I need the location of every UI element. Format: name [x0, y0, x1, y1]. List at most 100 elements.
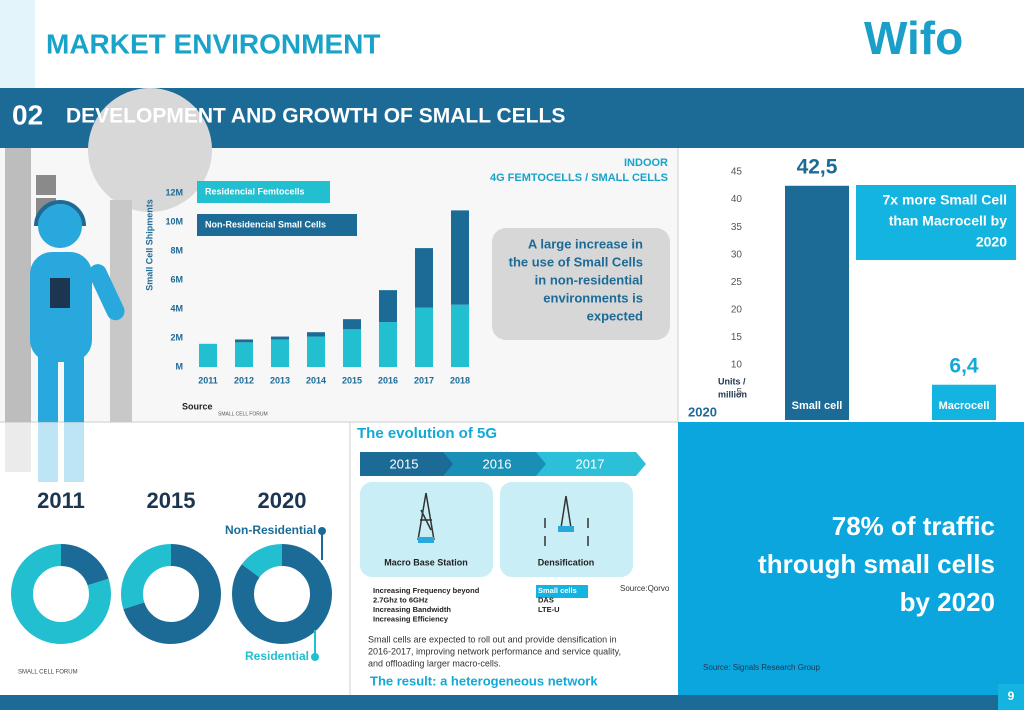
y-axis-title: Units /: [718, 376, 746, 386]
logo: Wifo: [864, 12, 963, 64]
y-tick-label: 20: [731, 304, 743, 315]
stage-item: Increasing Bandwidth: [373, 605, 451, 614]
legend-label: Residencial Femtocells: [205, 186, 305, 196]
annotation-box: [856, 185, 1016, 260]
bar-segment: [235, 339, 253, 343]
legend-swatch: [197, 181, 330, 203]
bar-segment: [235, 342, 253, 367]
tower-base: [558, 526, 574, 532]
donut-year: 2015: [147, 488, 196, 513]
page-number-box: [998, 684, 1024, 710]
donut-segment: [232, 544, 332, 644]
headline: by 2020: [900, 587, 995, 617]
x-tick-label: 2018: [450, 375, 470, 385]
value-label: 42,5: [797, 155, 838, 178]
annotation: than Macrocell by: [889, 213, 1007, 229]
timeline-label: 2017: [576, 456, 605, 471]
bar-segment: [415, 248, 433, 308]
timeline-step: [360, 452, 460, 476]
y-tick-label: 12M: [165, 187, 183, 197]
y-tick-label: 30: [731, 249, 743, 260]
x-tick-label: 2012: [234, 375, 254, 385]
chart-subtitle: 4G FEMTOCELLS / SMALL CELLS: [490, 172, 668, 184]
tower-icon: [417, 492, 589, 546]
stage-item: Increasing Frequency beyond: [373, 586, 480, 595]
timeline-step: [443, 452, 553, 476]
value-label: 6,4: [949, 354, 979, 377]
bar-segment: [271, 336, 289, 340]
bar-segment: [307, 332, 325, 337]
y-tick-label: 45: [731, 167, 743, 178]
y-axis-title: Small Cell Shipments: [144, 199, 154, 291]
x-tick-label: 2013: [270, 375, 290, 385]
header-strip: [0, 0, 35, 88]
y-tick-label: 6M: [170, 274, 183, 284]
y-axis-title: million: [718, 389, 747, 399]
category-label: Small cell: [792, 400, 843, 412]
headline: 78% of traffic: [832, 511, 995, 541]
bar-segment: [379, 290, 397, 323]
annotation: expected: [587, 308, 643, 323]
donut-segment: [121, 544, 221, 644]
evolution-title: The evolution of 5G: [357, 425, 497, 442]
bar-segment: [271, 339, 289, 367]
bar-segment: [415, 307, 433, 367]
highlight: [536, 585, 588, 598]
legend-label: Residential: [245, 649, 309, 663]
y-tick-label: M: [176, 361, 184, 371]
y-tick-label: 8M: [170, 245, 183, 255]
description: Small cells are expected to roll out and…: [368, 634, 617, 644]
annotation-box: [492, 228, 670, 340]
source-logo: SMALL CELL FORUM: [18, 670, 78, 676]
y-tick-label: 25: [731, 277, 743, 288]
page-title: MARKET ENVIRONMENT: [46, 28, 380, 59]
source: Source:Qorvo: [620, 584, 670, 593]
source-label: Source: [182, 401, 213, 411]
bar-segment: [343, 319, 361, 330]
stage-item: Increasing Efficiency: [373, 614, 449, 623]
category-label: Macrocell: [939, 400, 990, 412]
annotation: A large increase in: [528, 236, 643, 251]
bar-segment: [343, 329, 361, 367]
stage-item: Small cells: [538, 586, 577, 595]
bar-segment: [199, 343, 217, 367]
y-tick-label: 5: [736, 387, 742, 398]
stage-item: LTE-U: [538, 605, 560, 614]
footer-bar: [0, 695, 1024, 710]
source: Source: Signals Research Group: [703, 663, 821, 672]
donut-segment: [11, 544, 111, 644]
donut-year: 2020: [258, 488, 307, 513]
section-title: DEVELOPMENT AND GROWTH OF SMALL CELLS: [66, 105, 565, 128]
donut-year: 2011: [37, 488, 85, 513]
bar: [785, 185, 849, 420]
x-tick-label: 2016: [378, 375, 398, 385]
bar-segment: [451, 210, 469, 305]
section-number: 02: [12, 99, 43, 130]
legend-swatch: [197, 214, 357, 236]
chart-title: INDOOR: [624, 157, 668, 169]
bar-segment: [379, 322, 397, 367]
illustration: [5, 88, 212, 482]
stage-box: [360, 482, 493, 577]
stage-label: Macro Base Station: [384, 557, 468, 567]
bar-segment: [307, 336, 325, 367]
annotation: 2020: [976, 234, 1007, 250]
headline: through small cells: [758, 549, 995, 579]
timeline-label: 2016: [483, 456, 512, 471]
y-tick-label: 10M: [165, 216, 183, 226]
stage-item: 2.7Ghz to 6GHz: [373, 595, 428, 604]
legend-label: Non-Residential: [225, 523, 316, 537]
timeline-step: [536, 452, 646, 476]
annotation: environments is: [543, 290, 643, 305]
y-tick-label: 2M: [170, 332, 183, 342]
x-axis-title: 2020: [688, 404, 717, 419]
y-tick-label: 15: [731, 332, 743, 343]
x-tick-label: 2017: [414, 375, 434, 385]
description: and offloading larger macro-cells.: [368, 658, 501, 668]
x-tick-label: 2011: [198, 375, 218, 385]
y-tick-label: 10: [731, 360, 743, 371]
source-logo: SMALL CELL FORUM: [218, 411, 268, 417]
x-tick-label: 2014: [306, 375, 326, 385]
result: The result: a heterogeneous network: [370, 673, 598, 688]
